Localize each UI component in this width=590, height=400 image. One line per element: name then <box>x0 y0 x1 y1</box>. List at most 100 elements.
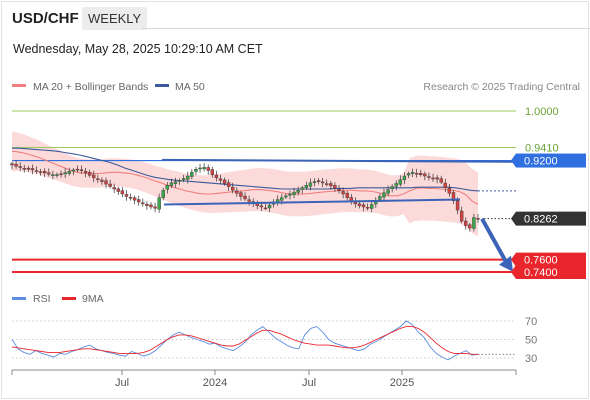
rsi-ma-legend-label: 9MA <box>82 293 104 305</box>
candle-body <box>320 181 325 184</box>
candle-body <box>137 199 141 203</box>
candle-body <box>120 190 125 195</box>
candle-body <box>447 187 452 194</box>
rsi-tick-label: 50 <box>525 335 537 347</box>
candle-body <box>38 171 43 173</box>
candle-body <box>145 204 149 206</box>
ma50-line <box>12 147 479 192</box>
candle-body <box>414 173 419 175</box>
level-label-2: 0.9200 <box>524 156 558 168</box>
candle-body <box>243 195 247 200</box>
forecast-arrow-head <box>499 255 513 272</box>
candle-body <box>435 177 439 180</box>
level-tag-2 <box>516 153 586 168</box>
candle-body <box>186 175 190 180</box>
candle-body <box>341 191 345 195</box>
candle-body <box>280 197 284 201</box>
level-tag-pointer-3 <box>511 211 516 226</box>
candle-body <box>296 190 300 193</box>
candle-body <box>410 172 415 174</box>
level-tag-5 <box>516 265 586 279</box>
candle-body <box>202 167 206 170</box>
timeframe-badge[interactable]: WEEKLY <box>82 7 148 30</box>
candle-body <box>71 169 76 172</box>
candle-body <box>267 204 272 209</box>
candle-body <box>18 166 22 168</box>
candle-body <box>153 206 157 209</box>
candle-body <box>198 167 202 170</box>
candle-body <box>386 189 390 194</box>
candle-body <box>222 179 227 184</box>
candle-body <box>288 193 292 196</box>
header-divider <box>142 28 590 29</box>
candle-body <box>87 172 92 176</box>
candlesticks <box>10 160 480 232</box>
candle-body <box>157 197 161 210</box>
candle-body <box>398 179 403 185</box>
time-tick-label: 2025 <box>390 377 414 389</box>
symbol-title: USD/CHF <box>12 10 79 27</box>
level-tag-pointer-5 <box>511 265 516 279</box>
candle-body <box>357 203 362 206</box>
candle-body <box>304 185 309 188</box>
candle-body <box>337 188 341 192</box>
candle-body <box>10 163 14 166</box>
candle-body <box>218 178 223 181</box>
candle-body <box>325 183 329 185</box>
time-tick-label: 2024 <box>203 377 227 389</box>
candle-body <box>173 181 178 184</box>
bollinger-band <box>12 131 478 237</box>
candle-body <box>63 172 67 175</box>
candle-body <box>406 173 411 176</box>
candle-body <box>333 185 337 189</box>
candle-body <box>181 178 186 180</box>
candle-body <box>390 186 394 190</box>
candle-body <box>402 175 407 181</box>
chart-header: USD/CHF WEEKLY <box>0 0 590 34</box>
candle-body <box>378 196 382 200</box>
candle-body <box>132 197 137 201</box>
candle-body <box>92 174 96 179</box>
candle-body <box>206 167 210 171</box>
resistance-label-1: 0.9410 <box>525 143 559 155</box>
ma20-legend-label: MA 20 + Bollinger Bands <box>33 81 148 93</box>
candle-body <box>14 163 18 167</box>
candle-body <box>116 188 120 192</box>
candle-body <box>165 185 170 190</box>
channel-lower-line <box>163 198 461 206</box>
candle-body <box>141 202 145 205</box>
level-label-5: 0.7400 <box>524 267 558 279</box>
candle-body <box>51 174 55 176</box>
candle-body <box>312 181 317 183</box>
candle-body <box>34 170 39 172</box>
candle-body <box>235 190 239 194</box>
candle-body <box>263 207 268 210</box>
candle-body <box>226 182 231 187</box>
candle-body <box>329 183 333 187</box>
level-tag-4 <box>516 252 586 267</box>
time-tick-label: Jul <box>302 377 316 389</box>
candle-body <box>472 217 476 229</box>
level-label-4: 0.7600 <box>524 255 558 267</box>
rsi-tick-label: 70 <box>525 316 537 328</box>
candle-body <box>55 174 59 176</box>
rsi-panel: 70 50 30 <box>11 316 537 365</box>
candle-body <box>104 180 108 185</box>
candle-body <box>247 199 251 202</box>
candle-body <box>108 183 112 187</box>
candle-body <box>124 194 129 197</box>
candle-body <box>455 200 460 211</box>
candle-body <box>451 192 456 201</box>
candle-body <box>112 187 116 190</box>
ma20-legend-swatch <box>12 84 26 87</box>
candle-body <box>100 179 104 182</box>
candle-body <box>345 192 349 198</box>
candle-body <box>468 224 472 229</box>
level-tag-3 <box>516 211 586 226</box>
candle-body <box>83 170 88 174</box>
candle-body <box>464 220 468 226</box>
candle-body <box>194 169 198 172</box>
candle-body <box>443 182 447 188</box>
rsi-legend-swatch <box>12 297 26 300</box>
